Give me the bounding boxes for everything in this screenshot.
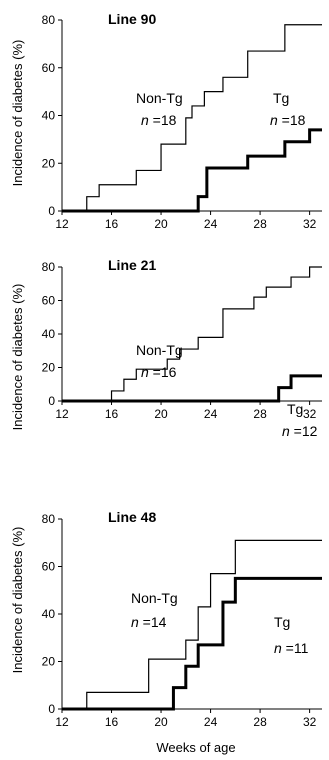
y-tick-label: 0 bbox=[48, 702, 55, 716]
panel-line-21: Line 21 Incidence of diabetes (%) Non-Tg… bbox=[10, 257, 322, 439]
y-tick-label: 20 bbox=[42, 655, 56, 669]
y-tick-label: 40 bbox=[42, 109, 56, 123]
x-tick-label: 28 bbox=[253, 217, 267, 231]
x-tick-label: 20 bbox=[154, 715, 168, 729]
y-axis-label: Incidence of diabetes (%) bbox=[10, 527, 25, 674]
x-tick-label: 24 bbox=[204, 715, 218, 729]
series-label-non-tg: Non-Tg bbox=[136, 90, 183, 106]
n-label-tg: n =12 bbox=[282, 423, 318, 439]
x-tick-label: 28 bbox=[253, 407, 267, 421]
x-tick-label: 28 bbox=[253, 715, 267, 729]
panel-title: Line 90 bbox=[108, 11, 156, 27]
series-line-tg bbox=[62, 374, 322, 403]
n-label-non-tg: n =18 bbox=[141, 112, 177, 128]
series-line-non-tg bbox=[62, 24, 322, 212]
series-label-non-tg: Non-Tg bbox=[131, 590, 178, 606]
n-label-tg: n =11 bbox=[274, 640, 309, 656]
y-tick-label: 80 bbox=[42, 260, 56, 274]
x-axis-label: Weeks of age bbox=[156, 740, 235, 755]
y-tick-label: 60 bbox=[42, 294, 56, 308]
x-tick-label: 12 bbox=[55, 217, 69, 231]
panel-title: Line 21 bbox=[108, 257, 156, 273]
x-tick-label: 20 bbox=[154, 217, 168, 231]
series-line-tg bbox=[62, 128, 322, 213]
panel-title: Line 48 bbox=[108, 509, 156, 525]
n-label-non-tg: n =16 bbox=[141, 364, 177, 380]
y-tick-label: 60 bbox=[42, 61, 56, 75]
y-tick-label: 80 bbox=[42, 13, 56, 27]
panel-line-90: Line 90 Incidence of diabetes (%) Non-Tg… bbox=[10, 11, 322, 231]
series-line-tg bbox=[62, 576, 322, 711]
panel-line-48: Line 48 Incidence of diabetes (%) Non-Tg… bbox=[10, 509, 322, 755]
y-tick-label: 40 bbox=[42, 607, 56, 621]
y-tick-label: 20 bbox=[42, 156, 56, 170]
x-tick-label: 20 bbox=[154, 407, 168, 421]
series-line-non-tg bbox=[62, 266, 322, 402]
x-tick-label: 16 bbox=[105, 407, 119, 421]
x-tick-label: 24 bbox=[204, 407, 218, 421]
x-tick-label: 12 bbox=[55, 407, 69, 421]
x-tick-label: 24 bbox=[204, 217, 218, 231]
x-tick-label: 32 bbox=[303, 217, 317, 231]
y-tick-label: 20 bbox=[42, 361, 56, 375]
series-label-tg: Tg bbox=[287, 401, 303, 417]
series-line-non-tg bbox=[62, 539, 322, 710]
n-label-non-tg: n =14 bbox=[131, 614, 167, 630]
n-label-tg: n =18 bbox=[270, 112, 306, 128]
y-tick-label: 0 bbox=[48, 204, 55, 218]
y-axis-label: Incidence of diabetes (%) bbox=[10, 284, 25, 431]
y-tick-label: 60 bbox=[42, 560, 56, 574]
y-tick-label: 80 bbox=[42, 512, 56, 526]
x-tick-label: 12 bbox=[55, 715, 69, 729]
series-label-tg: Tg bbox=[274, 614, 290, 630]
x-tick-label: 32 bbox=[303, 715, 317, 729]
y-tick-label: 40 bbox=[42, 327, 56, 341]
x-tick-label: 16 bbox=[105, 715, 119, 729]
x-tick-label: 16 bbox=[105, 217, 119, 231]
series-label-tg: Tg bbox=[273, 90, 289, 106]
series-label-non-tg: Non-Tg bbox=[136, 342, 183, 358]
x-tick-label: 32 bbox=[303, 407, 317, 421]
y-tick-label: 0 bbox=[48, 394, 55, 408]
y-axis-label: Incidence of diabetes (%) bbox=[10, 40, 25, 187]
